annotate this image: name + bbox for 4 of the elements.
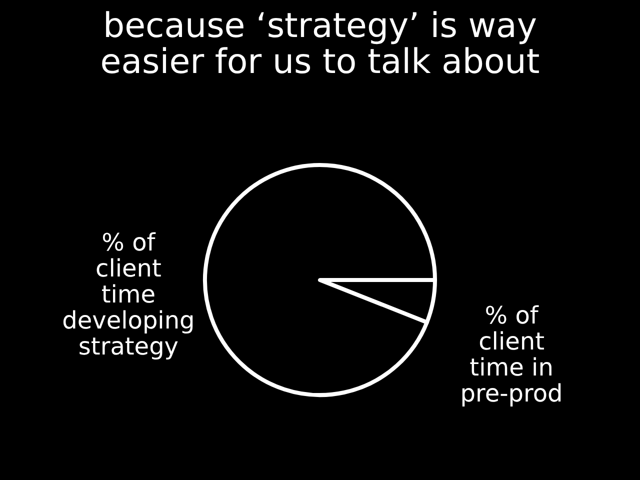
pie-slice	[203, 163, 437, 397]
slice-label: % of client time developing strategy	[62, 228, 195, 360]
chart-title: because ‘strategy’ is way easier for us to talk about	[100, 6, 540, 82]
slice-label: % of client time in pre-prod	[460, 302, 563, 408]
